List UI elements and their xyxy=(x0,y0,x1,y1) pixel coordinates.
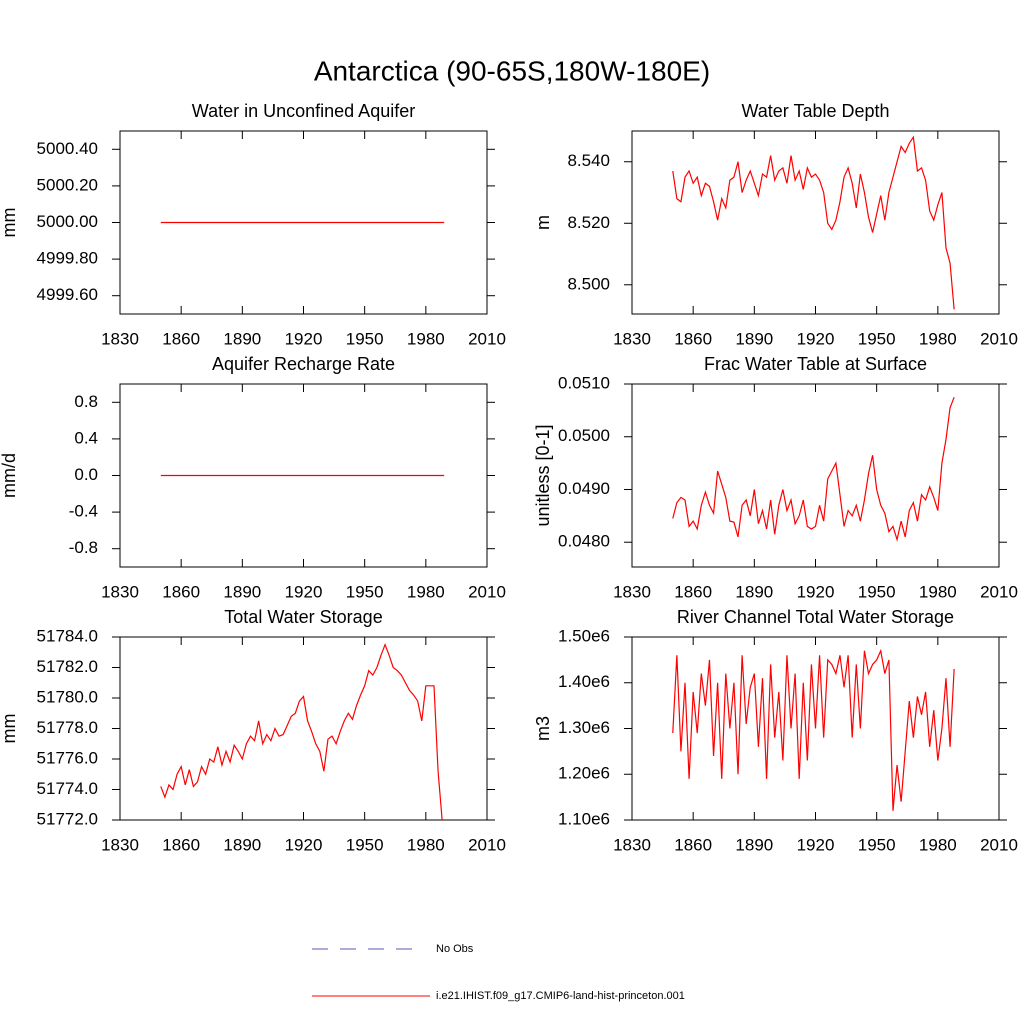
plot-frame xyxy=(119,636,488,821)
y-axis-label: m xyxy=(533,215,553,230)
x-tick-label: 1830 xyxy=(613,329,651,348)
x-tick-label: 1950 xyxy=(346,329,384,348)
x-tick-label: 1950 xyxy=(858,582,896,601)
x-tick-label: 1920 xyxy=(285,835,323,854)
plot-frame xyxy=(631,383,1000,568)
y-axis-label: mm/d xyxy=(0,453,19,498)
y-tick-label: 1.30e6 xyxy=(558,718,610,737)
y-tick-label: 1.10e6 xyxy=(558,809,610,828)
x-tick-label: 2010 xyxy=(980,582,1018,601)
y-tick-label: 4999.60 xyxy=(37,285,98,304)
x-tick-label: 1830 xyxy=(613,582,651,601)
x-tick-label: 1950 xyxy=(346,582,384,601)
x-tick-label: 1860 xyxy=(162,329,200,348)
panel-title: River Channel Total Water Storage xyxy=(677,607,954,627)
y-axis-label: m3 xyxy=(533,716,553,741)
y-tick-label: 5000.00 xyxy=(37,212,98,231)
y-tick-label: 0.0480 xyxy=(558,532,610,551)
y-tick-label: 8.540 xyxy=(567,151,610,170)
y-tick-label: 51782.0 xyxy=(37,657,98,676)
x-tick-label: 1890 xyxy=(735,582,773,601)
y-tick-label: 4999.80 xyxy=(37,249,98,268)
y-tick-label: 51774.0 xyxy=(37,779,98,798)
legend-label: No Obs xyxy=(436,943,474,955)
y-tick-label: 1.40e6 xyxy=(558,672,610,691)
y-tick-label: 51784.0 xyxy=(37,626,98,645)
x-tick-label: 2010 xyxy=(468,835,506,854)
x-tick-label: 1980 xyxy=(919,582,957,601)
y-tick-label: 1.50e6 xyxy=(558,626,610,645)
y-tick-label: -0.4 xyxy=(69,502,98,521)
data-line xyxy=(672,648,955,811)
x-tick-label: 1830 xyxy=(101,835,139,854)
x-tick-label: 2010 xyxy=(980,835,1018,854)
x-tick-label: 1860 xyxy=(674,329,712,348)
y-tick-label: 0.0500 xyxy=(558,426,610,445)
figure-title: Antarctica (90-65S,180W-180E) xyxy=(314,55,710,86)
x-tick-label: 1830 xyxy=(101,582,139,601)
y-tick-label: 51780.0 xyxy=(37,687,98,706)
x-tick-label: 1830 xyxy=(613,835,651,854)
x-tick-label: 1890 xyxy=(735,835,773,854)
panel-title: Total Water Storage xyxy=(224,607,382,627)
y-tick-label: 0.0490 xyxy=(558,479,610,498)
panel-title: Frac Water Table at Surface xyxy=(704,354,927,374)
x-tick-label: 1830 xyxy=(101,329,139,348)
y-tick-label: 0.8 xyxy=(74,392,98,411)
y-tick-label: 8.500 xyxy=(567,274,610,293)
x-tick-label: 1920 xyxy=(797,582,835,601)
y-tick-label: 0.0510 xyxy=(558,373,610,392)
x-tick-label: 1920 xyxy=(797,329,835,348)
x-tick-label: 1890 xyxy=(735,329,773,348)
x-tick-label: 1950 xyxy=(346,835,384,854)
x-tick-label: 1920 xyxy=(797,835,835,854)
x-tick-label: 2010 xyxy=(980,329,1018,348)
x-tick-label: 1950 xyxy=(858,329,896,348)
x-tick-label: 1860 xyxy=(674,835,712,854)
x-tick-label: 1980 xyxy=(407,582,445,601)
x-tick-label: 1860 xyxy=(162,582,200,601)
y-tick-label: 5000.20 xyxy=(37,175,98,194)
y-tick-label: 51776.0 xyxy=(37,748,98,767)
x-tick-label: 2010 xyxy=(468,582,506,601)
x-tick-label: 1980 xyxy=(407,329,445,348)
x-tick-label: 1890 xyxy=(223,329,261,348)
panel-title: Water in Unconfined Aquifer xyxy=(192,101,415,121)
data-line xyxy=(160,642,443,821)
x-tick-label: 1980 xyxy=(407,835,445,854)
y-axis-label: mm xyxy=(0,714,19,744)
x-tick-label: 1920 xyxy=(285,329,323,348)
y-tick-label: -0.8 xyxy=(69,538,98,557)
x-tick-label: 1980 xyxy=(919,835,957,854)
y-tick-label: 0.0 xyxy=(74,465,98,484)
x-tick-label: 1950 xyxy=(858,835,896,854)
y-tick-label: 51778.0 xyxy=(37,718,98,737)
y-axis-label: unitless [0-1] xyxy=(533,424,553,526)
x-tick-label: 1890 xyxy=(223,835,261,854)
data-line xyxy=(672,396,955,542)
x-tick-label: 2010 xyxy=(468,329,506,348)
y-axis-label: mm xyxy=(0,208,19,238)
x-tick-label: 1980 xyxy=(919,329,957,348)
x-tick-label: 1860 xyxy=(162,835,200,854)
y-tick-label: 1.20e6 xyxy=(558,764,610,783)
y-tick-label: 8.520 xyxy=(567,213,610,232)
x-tick-label: 1890 xyxy=(223,582,261,601)
x-tick-label: 1860 xyxy=(674,582,712,601)
panel-title: Aquifer Recharge Rate xyxy=(212,354,395,374)
y-tick-label: 0.4 xyxy=(74,428,98,447)
data-line xyxy=(672,135,955,310)
y-tick-label: 5000.40 xyxy=(37,139,98,158)
x-tick-label: 1920 xyxy=(285,582,323,601)
y-tick-label: 51772.0 xyxy=(37,809,98,828)
panel-title: Water Table Depth xyxy=(741,101,889,121)
legend-label: i.e21.IHIST.f09_g17.CMIP6-land-hist-prin… xyxy=(436,990,685,1002)
